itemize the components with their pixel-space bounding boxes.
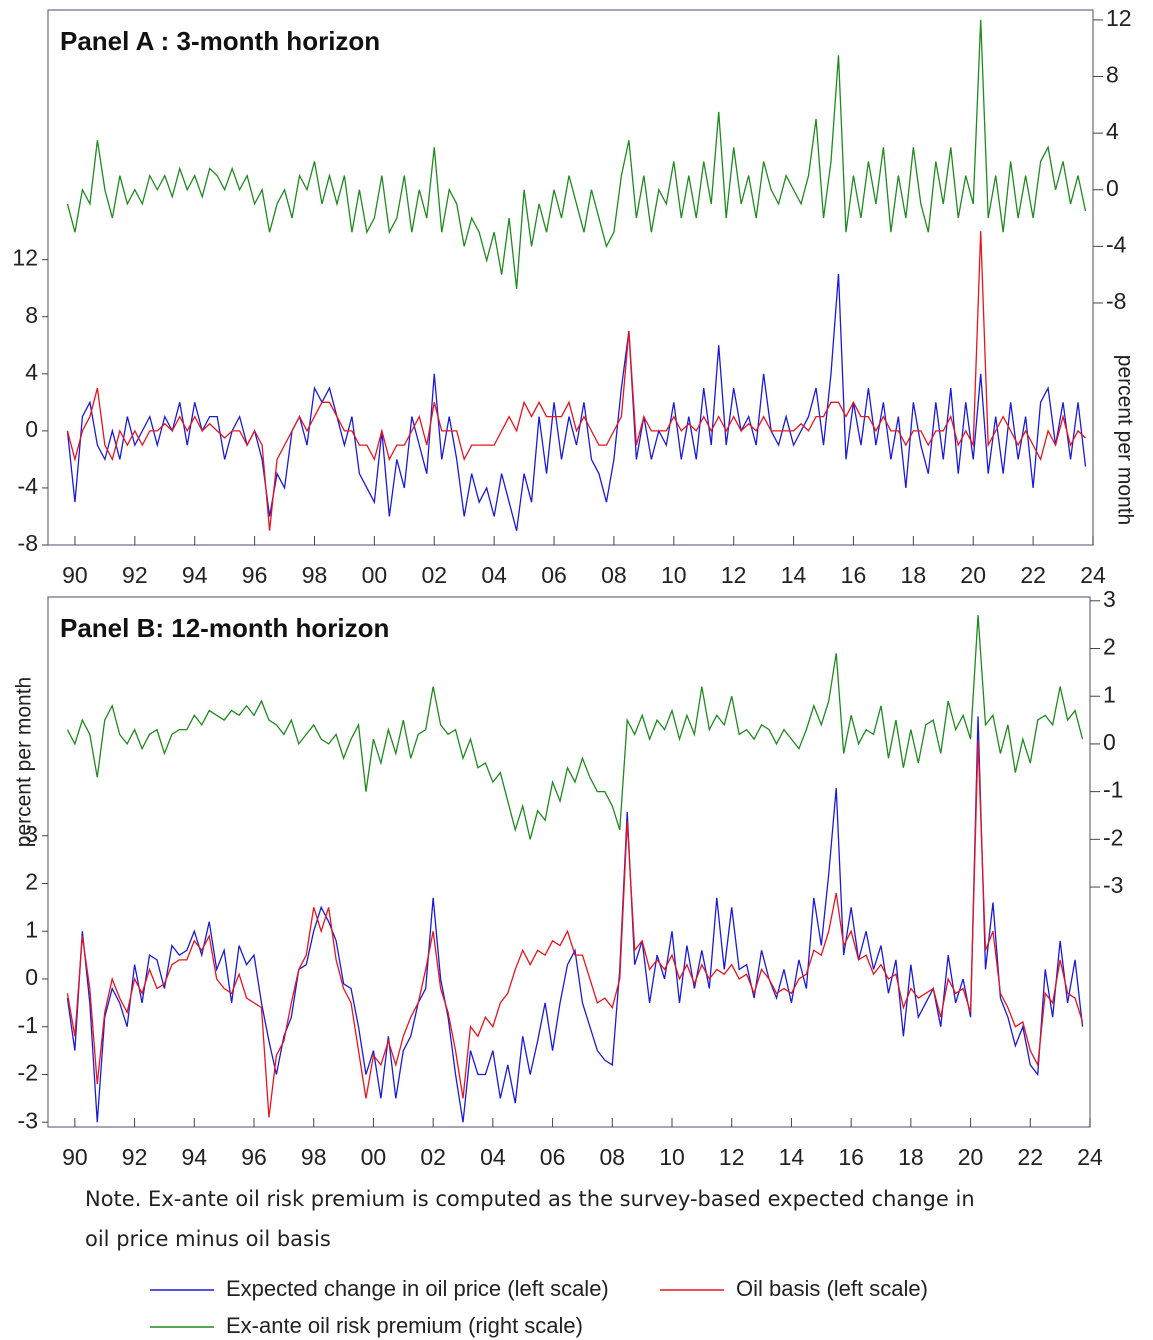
- series-line: [66, 615, 1084, 840]
- x-tick-label: 24: [1077, 1144, 1103, 1170]
- y2-tick-label: 0: [1106, 175, 1119, 201]
- y2-tick-label: 0: [1103, 729, 1116, 755]
- x-tick-label: 22: [1017, 1144, 1043, 1170]
- panel-title: Panel B: 12-month horizon: [60, 613, 389, 643]
- legend-label: Oil basis (left scale): [736, 1276, 928, 1301]
- y2-tick-label: 8: [1106, 62, 1119, 88]
- x-tick-label: 14: [779, 1144, 805, 1170]
- x-tick-label: 06: [541, 562, 567, 588]
- y-tick-label: 0: [25, 416, 38, 442]
- y-tick-label: -2: [18, 1060, 38, 1086]
- note-line: Note. Ex-ante oil risk premium is comput…: [85, 1187, 975, 1211]
- y2-tick-label: -2: [1103, 824, 1123, 850]
- y-axis-label: percent per month: [13, 677, 36, 847]
- x-tick-label: 98: [302, 562, 328, 588]
- y2-axis-label: percent per month: [1113, 355, 1136, 525]
- y-tick-label: -1: [18, 1012, 38, 1038]
- y2-tick-label: 2: [1103, 634, 1116, 660]
- x-tick-label: 10: [659, 1144, 685, 1170]
- x-tick-label: 02: [421, 562, 447, 588]
- y-tick-label: 12: [12, 245, 38, 271]
- series-line: [66, 716, 1084, 1123]
- x-tick-label: 04: [481, 562, 507, 588]
- x-tick-label: 08: [599, 1144, 625, 1170]
- x-tick-label: 94: [182, 1144, 208, 1170]
- x-tick-label: 24: [1080, 562, 1106, 588]
- legend-label: Ex-ante oil risk premium (right scale): [226, 1313, 583, 1338]
- x-tick-label: 12: [721, 562, 747, 588]
- series-line: [66, 273, 1087, 531]
- x-tick-label: 08: [601, 562, 627, 588]
- y-tick-label: -4: [18, 473, 39, 499]
- x-tick-label: 02: [420, 1144, 446, 1170]
- y2-tick-label: -3: [1103, 872, 1123, 898]
- x-tick-label: 94: [182, 562, 208, 588]
- x-tick-label: 92: [122, 1144, 148, 1170]
- note-line: oil price minus oil basis: [85, 1227, 331, 1251]
- y2-tick-label: 4: [1106, 118, 1119, 144]
- series-line: [66, 19, 1087, 289]
- plot-frame: [47, 9, 1094, 546]
- plot-frame: [47, 596, 1091, 1128]
- x-tick-label: 90: [62, 562, 88, 588]
- x-tick-label: 18: [901, 562, 927, 588]
- x-tick-label: 22: [1020, 562, 1046, 588]
- legend-label: Expected change in oil price (left scale…: [226, 1276, 609, 1301]
- x-tick-label: 20: [960, 562, 986, 588]
- y2-tick-label: -4: [1106, 231, 1127, 257]
- x-tick-label: 92: [122, 562, 148, 588]
- y-tick-label: 4: [25, 359, 38, 385]
- x-tick-label: 12: [719, 1144, 745, 1170]
- x-tick-label: 10: [661, 562, 687, 588]
- x-tick-label: 98: [301, 1144, 327, 1170]
- y-tick-label: -3: [18, 1107, 38, 1133]
- x-tick-label: 90: [62, 1144, 88, 1170]
- series-line: [66, 231, 1086, 531]
- series-line: [66, 740, 1084, 1118]
- x-tick-label: 00: [361, 1144, 387, 1170]
- y-tick-label: 8: [25, 302, 38, 328]
- panel-title: Panel A : 3-month horizon: [60, 26, 380, 56]
- x-tick-label: 14: [781, 562, 807, 588]
- x-tick-label: 96: [242, 562, 268, 588]
- x-tick-label: 06: [540, 1144, 566, 1170]
- x-tick-label: 18: [898, 1144, 924, 1170]
- x-tick-label: 20: [958, 1144, 984, 1170]
- y-tick-label: 0: [25, 964, 38, 990]
- y2-tick-label: -1: [1103, 777, 1123, 803]
- x-tick-label: 16: [838, 1144, 864, 1170]
- legend: Expected change in oil price (left scale…: [150, 1276, 928, 1338]
- x-tick-label: 00: [362, 562, 388, 588]
- x-tick-label: 04: [480, 1144, 506, 1170]
- y2-tick-label: -8: [1106, 288, 1126, 314]
- x-tick-label: 16: [841, 562, 867, 588]
- y2-tick-label: 1: [1103, 681, 1116, 707]
- x-tick-label: 96: [241, 1144, 267, 1170]
- y-tick-label: 3: [25, 821, 38, 847]
- y2-tick-label: 12: [1106, 5, 1132, 31]
- y-tick-label: -8: [18, 530, 38, 556]
- y-tick-label: 2: [25, 869, 38, 895]
- y-tick-label: 1: [25, 916, 38, 942]
- y2-tick-label: 3: [1103, 586, 1116, 612]
